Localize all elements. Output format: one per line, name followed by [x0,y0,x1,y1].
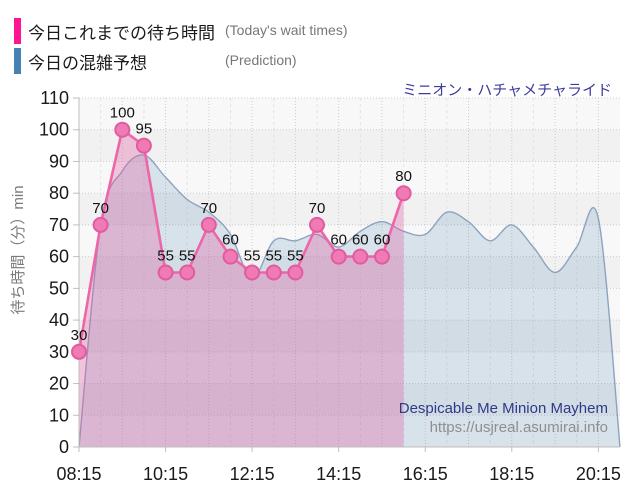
y-axis-title: 待ち時間（分）min [10,185,27,315]
x-tick-label: 18:15 [489,464,534,484]
data-point[interactable] [244,264,261,281]
data-point[interactable] [157,264,174,281]
data-point-label: 100 [110,105,135,122]
today-line [77,128,405,354]
y-tick-label: 0 [59,437,69,457]
data-point[interactable] [309,216,325,233]
x-tick-label: 20:15 [576,464,621,484]
data-point-label: 70 [200,200,217,217]
legend-label-today-en: (Today's wait times) [225,22,348,38]
data-point-label: 60 [352,232,369,249]
data-point[interactable] [114,121,131,138]
legend-item-prediction: 今日の混雑予想 (Prediction) [14,48,297,74]
x-tick-label: 08:15 [56,464,101,484]
plot-band [79,351,620,384]
data-point-label: 70 [92,200,109,217]
data-point-label: 55 [244,248,261,265]
y-tick-label: 30 [49,342,69,362]
y-tick-label: 110 [40,88,69,108]
y-tick-label: 50 [49,278,69,298]
today-area [79,129,404,447]
plot-band [79,288,620,321]
x-tick-label: 12:15 [230,464,275,484]
data-point-label: 55 [265,248,282,265]
data-point[interactable] [71,343,87,360]
plot-band [79,415,620,447]
y-tick-label: 80 [49,183,69,203]
data-point[interactable] [265,264,282,281]
y-tick-label: 20 [49,374,69,394]
data-point-label: 60 [330,232,347,249]
y-tick-label: 70 [49,215,69,235]
data-point-label: 55 [287,248,304,265]
watermark-url[interactable]: https://usjreal.asumirai.info [429,419,608,436]
data-point-label: 60 [222,232,239,249]
data-point-label: 55 [179,248,196,265]
prediction-line [78,154,621,448]
data-point[interactable] [222,248,239,265]
data-point-label: 80 [395,168,412,185]
data-point[interactable] [92,216,109,233]
plot-band [79,320,620,352]
legend-label-prediction: 今日の混雑予想 [28,53,147,73]
y-tick-label: 60 [49,247,69,267]
data-point[interactable] [287,264,304,281]
data-point[interactable] [179,264,196,281]
y-tick-label: 10 [49,405,69,425]
data-point[interactable] [200,216,217,233]
data-point-label: 95 [136,121,153,138]
data-point[interactable] [395,185,412,202]
x-tick-label: 10:15 [143,464,188,484]
y-tick-label: 40 [49,310,69,330]
legend-swatch-today-icon [14,18,21,44]
data-point[interactable] [330,248,347,265]
x-tick-label: 14:15 [316,464,361,484]
legend: 今日これまでの待ち時間 (Today's wait times) 今日の混雑予想… [14,18,347,78]
data-point-label: 55 [157,248,174,265]
watermark-ride-name: Despicable Me Minion Mayhem [398,400,608,417]
data-point-label: 30 [71,327,88,344]
legend-label-prediction-en: (Prediction) [225,52,297,68]
plot-band [79,193,620,225]
plot-band [79,383,620,416]
legend-swatch-prediction-icon [14,48,21,74]
ride-title: ミニオン・ハチャメチャライド [402,82,612,99]
plot-band [79,129,620,162]
plot-band [79,98,620,130]
watermark: Despicable Me Minion Mayhem https://usjr… [399,399,608,437]
legend-item-today: 今日これまでの待ち時間 (Today's wait times) [14,18,347,44]
x-tick-label: 16:15 [403,464,448,484]
plot-band [79,161,620,194]
data-point[interactable] [374,248,390,265]
data-point[interactable] [135,137,152,154]
y-tick-label: 90 [49,151,69,171]
data-point[interactable] [352,248,369,265]
y-tick-label: 100 [39,120,69,140]
data-point-label: 70 [309,200,326,217]
data-point-label: 60 [374,232,391,249]
legend-label-today: 今日これまでの待ち時間 [28,23,215,43]
